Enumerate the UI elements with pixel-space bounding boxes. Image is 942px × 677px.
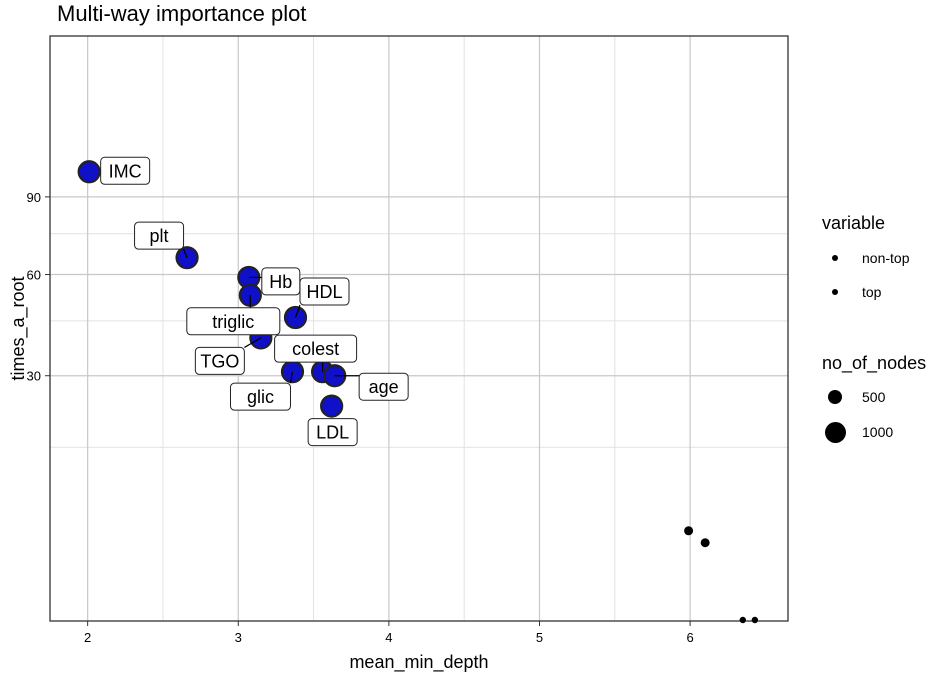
- top-point: [77, 160, 101, 184]
- non-top-point: [739, 616, 747, 624]
- legend-size-1000-dot: [825, 422, 846, 443]
- point-label: HDL: [306, 282, 342, 302]
- point-label-box: [274, 334, 358, 363]
- x-tick-label: 4: [385, 630, 392, 645]
- label-leader-line: [244, 337, 262, 348]
- point-label: colest: [292, 339, 339, 359]
- legend-non-top-dot: [832, 255, 838, 261]
- point-label-box: [299, 277, 350, 306]
- y-tick-label: 60: [27, 268, 41, 283]
- legend-size-500-label: 500: [862, 389, 886, 405]
- point-label: TGO: [200, 351, 239, 371]
- y-tick-label: 90: [27, 190, 41, 205]
- legend-size-1000-label: 1000: [862, 424, 894, 440]
- chart-title: Multi-way importance plot: [57, 1, 307, 26]
- label-leader-line: [294, 304, 301, 318]
- point-label-box: [229, 382, 291, 411]
- point-label: glic: [247, 387, 274, 407]
- point-label: IMC: [109, 161, 142, 181]
- x-tick-label: 3: [235, 630, 242, 645]
- point-label: plt: [150, 226, 169, 246]
- point-label-box: [134, 221, 185, 250]
- point-label: Hb: [269, 272, 292, 292]
- legend-non-top-label: non-top: [862, 250, 910, 266]
- point-label-box: [194, 346, 245, 375]
- y-axis-title: times_a_root: [8, 276, 29, 380]
- panel-border: [49, 35, 789, 622]
- non-top-point: [751, 616, 759, 624]
- x-tick-label: 6: [686, 630, 693, 645]
- point-label-box: [186, 307, 281, 336]
- legend-top-label: top: [862, 284, 882, 300]
- legend-top-dot: [832, 289, 838, 295]
- x-axis-title: mean_min_depth: [349, 652, 488, 673]
- point-label-box: [100, 156, 151, 185]
- label-leader-line: [289, 371, 294, 384]
- x-tick-label: 2: [84, 630, 91, 645]
- non-top-point: [700, 538, 710, 548]
- point-label: LDL: [316, 423, 349, 443]
- legend-size-title: no_of_nodes: [822, 353, 927, 373]
- x-tick-label: 5: [536, 630, 543, 645]
- top-point: [320, 394, 344, 418]
- point-label-box: [358, 372, 409, 401]
- point-label-box: [307, 418, 358, 447]
- legend-variable-title: variable: [822, 213, 886, 233]
- y-tick-label: 30: [27, 369, 41, 384]
- label-leader-line: [183, 248, 188, 258]
- point-label: triglic: [212, 312, 254, 332]
- point-label: age: [369, 377, 399, 397]
- non-top-point: [684, 526, 694, 536]
- legend-size-500-dot: [828, 390, 842, 404]
